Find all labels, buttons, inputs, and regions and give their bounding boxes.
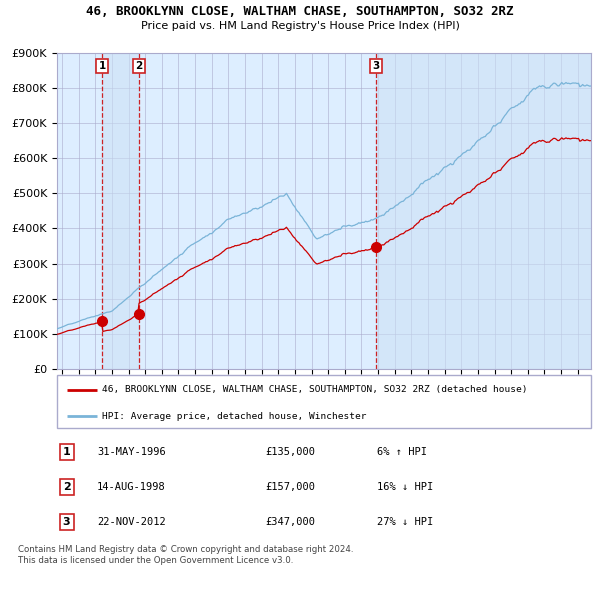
Text: 6% ↑ HPI: 6% ↑ HPI <box>377 447 427 457</box>
Text: 1: 1 <box>98 61 106 71</box>
Text: £347,000: £347,000 <box>265 517 315 527</box>
Text: 3: 3 <box>373 61 380 71</box>
Text: 16% ↓ HPI: 16% ↓ HPI <box>377 482 434 492</box>
Text: 14-AUG-1998: 14-AUG-1998 <box>97 482 166 492</box>
Text: Price paid vs. HM Land Registry's House Price Index (HPI): Price paid vs. HM Land Registry's House … <box>140 21 460 31</box>
Text: Contains HM Land Registry data © Crown copyright and database right 2024.
This d: Contains HM Land Registry data © Crown c… <box>18 545 353 565</box>
Text: 46, BROOKLYNN CLOSE, WALTHAM CHASE, SOUTHAMPTON, SO32 2RZ: 46, BROOKLYNN CLOSE, WALTHAM CHASE, SOUT… <box>86 5 514 18</box>
FancyBboxPatch shape <box>57 375 591 428</box>
Text: HPI: Average price, detached house, Winchester: HPI: Average price, detached house, Winc… <box>103 412 367 421</box>
Text: 46, BROOKLYNN CLOSE, WALTHAM CHASE, SOUTHAMPTON, SO32 2RZ (detached house): 46, BROOKLYNN CLOSE, WALTHAM CHASE, SOUT… <box>103 385 528 394</box>
Text: £135,000: £135,000 <box>265 447 315 457</box>
Text: 1: 1 <box>63 447 70 457</box>
Bar <box>376 53 591 369</box>
Text: £157,000: £157,000 <box>265 482 315 492</box>
Text: 3: 3 <box>63 517 70 527</box>
Text: 27% ↓ HPI: 27% ↓ HPI <box>377 517 434 527</box>
Text: 31-MAY-1996: 31-MAY-1996 <box>97 447 166 457</box>
Text: 2: 2 <box>135 61 142 71</box>
Text: 22-NOV-2012: 22-NOV-2012 <box>97 517 166 527</box>
Bar <box>102 53 139 369</box>
Text: 2: 2 <box>63 482 70 492</box>
